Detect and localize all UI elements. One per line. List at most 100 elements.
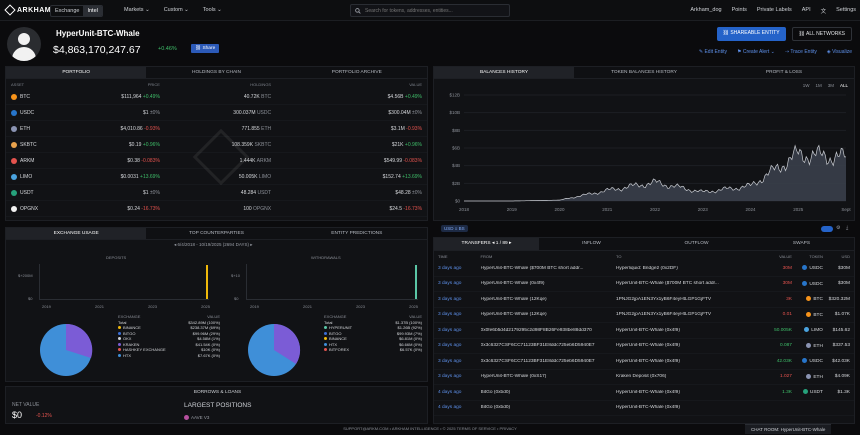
transfer-row[interactable]: 3 days ago HyperUnit-BTC-Whale (0x4f9) H…	[434, 277, 854, 292]
transfer-from[interactable]: BitGo (0xbd0)	[480, 405, 511, 411]
table-row[interactable]: USDT $1 ±0% 48.284 USDT $48.28 ±0%	[6, 185, 427, 201]
transfer-to[interactable]: 1PNJG2jpA1EN3Yx1yB6F4eyHtLGP1GjFTV	[615, 312, 712, 318]
table-row[interactable]: BTC $111,964 +0.49% 40.72K BTC $4.56B +0…	[6, 89, 427, 105]
tab-token-balances-history[interactable]: TOKEN BALANCES HISTORY	[611, 70, 677, 75]
search-box[interactable]	[350, 4, 510, 17]
menu-markets[interactable]: Markets ⌄	[124, 7, 150, 13]
table-row[interactable]: OPGNX $0.24 -16.73% 100 OPGNX $24.5 -16.…	[6, 201, 427, 217]
range-3m[interactable]: 3M	[827, 83, 834, 88]
transfer-to[interactable]: Kraken Deposit (0x706)	[615, 374, 667, 380]
toggle-switch[interactable]	[821, 226, 833, 232]
usd-badge[interactable]: USD ≡ BS	[441, 225, 468, 232]
transfer-to[interactable]: Hyperliquid: Bridge2 (0x2DF)	[615, 265, 678, 271]
table-row[interactable]: ARKM $0.38 -0.083% 1.444K ARKM $549.99 -…	[6, 153, 427, 169]
transfer-from[interactable]: HyperUnit-BTC-Whale ($700M BTC short add…	[480, 265, 584, 271]
points-link[interactable]: Points	[731, 7, 747, 13]
transfer-to[interactable]: 1PNJG2jpA1EN3Yx1yB6F4eyHtLGP1GjFTV	[615, 296, 712, 302]
trace-entity-link[interactable]: ⇢ Trace Entity	[784, 49, 817, 55]
tab-portfolio-archive[interactable]: PORTFOLIO ARCHIVE	[331, 70, 382, 75]
all-networks-button[interactable]: ⛓ ALL NETWORKS	[791, 27, 852, 41]
menu-tools[interactable]: Tools ⌄	[202, 7, 222, 13]
settings-link[interactable]: Settings	[836, 7, 856, 13]
tab-exchange-usage[interactable]: EXCHANGE USAGE	[6, 228, 147, 239]
share-button[interactable]: ⛓ Share	[191, 44, 220, 53]
transfer-time[interactable]: 3 days ago	[438, 374, 462, 380]
tab-profit-loss[interactable]: PROFIT & LOSS	[765, 70, 803, 75]
tab-exchange[interactable]: Exchange	[55, 8, 80, 14]
transfer-time[interactable]: 3 days ago	[438, 281, 462, 287]
transfer-time[interactable]: 3 days ago	[438, 265, 462, 271]
transfer-to[interactable]: HyperUnit-BTC-Whale (0x4f9)	[615, 389, 680, 395]
tab-transfers[interactable]: TRANSFERS ◂ 1 / 89 ▸	[434, 238, 539, 250]
transfer-row[interactable]: 3 days ago HyperUnit-BTC-Whale (0xS17) K…	[434, 370, 854, 385]
download-icon[interactable]: ⤓	[846, 225, 849, 231]
chat-room-bar[interactable]: CHAT ROOM: HyperUnit-BTC-Whale	[745, 424, 832, 434]
shareable-entity-button[interactable]: ⛓ SHAREABLE ENTITY	[716, 27, 786, 41]
visualize-link[interactable]: ◈ Visualize	[826, 49, 852, 55]
transfer-row[interactable]: 3 days ago HyperUnit-BTC-Whale ($700M BT…	[434, 261, 854, 277]
range-1w[interactable]: 1W	[802, 83, 810, 88]
transfer-from[interactable]: 0x3c6327CSF6CC71123BF31E8ddc725eb6D5940E…	[480, 358, 595, 364]
transfer-to[interactable]: HyperUnit-BTC-Whale (0x4f9)	[615, 343, 680, 349]
user-menu[interactable]: Arkham_dog	[690, 7, 722, 13]
menu-custom[interactable]: Custom ⌄	[163, 7, 189, 13]
range-1m[interactable]: 1M	[815, 83, 822, 88]
transfer-value: 42.03K	[776, 358, 792, 364]
transfer-token: USDC	[792, 280, 823, 287]
api-link[interactable]: API	[801, 7, 811, 13]
tab-portfolio[interactable]: PORTFOLIO	[6, 67, 147, 78]
deposits-label: DEPOSITS	[106, 255, 127, 260]
range-all[interactable]: ALL	[839, 83, 848, 88]
translate-icon[interactable]: 文	[820, 9, 827, 15]
transfer-value: 50.005K	[774, 327, 792, 333]
withdrawals-label: WITHDRAWALS	[311, 255, 341, 260]
transfer-from[interactable]: HyperUnit-BTC-Whale (12Kqe)	[480, 296, 547, 302]
transfer-row[interactable]: 3 days ago HyperUnit-BTC-Whale (12Kqe) 1…	[434, 292, 854, 308]
transfer-time[interactable]: 3 days ago	[438, 296, 462, 302]
tab-entity-predictions[interactable]: ENTITY PREDICTIONS	[331, 231, 383, 236]
transfer-row[interactable]: 3 days ago 0x0fe6b5d4d2179295c2d98F8B26F…	[434, 323, 854, 339]
transfer-from[interactable]: 0x3c6327CSF6CC71123BF31E8ddc725eb6D5940E…	[480, 343, 595, 349]
transfer-time[interactable]: 3 days ago	[438, 358, 462, 364]
transfer-row[interactable]: 4 days ago BitGo (0xbd0) HyperUnit-BTC-W…	[434, 401, 854, 416]
tab-top-counterparties[interactable]: TOP COUNTERPARTIES	[189, 231, 244, 236]
transfer-time[interactable]: 3 days ago	[438, 343, 462, 349]
table-row[interactable]: SKBTC $0.19 +0.96% 108.359K SKBTC $21K +…	[6, 137, 427, 153]
transfer-row[interactable]: 3 days ago 0x3c6327CSF6CC71123BF31E8ddc7…	[434, 354, 854, 370]
tab-balances-history[interactable]: BALANCES HISTORY	[434, 67, 574, 78]
tab-intel[interactable]: Intel	[83, 6, 102, 16]
table-row[interactable]: LIMO $0.0031 +13.69% 50.005K LIMO $152.7…	[6, 169, 427, 185]
tab-holdings-by-chain[interactable]: HOLDINGS BY CHAIN	[192, 70, 241, 75]
transfer-from[interactable]: HyperUnit-BTC-Whale (0x4f9)	[480, 281, 545, 287]
search-input[interactable]	[365, 7, 505, 14]
create-alert-link[interactable]: ⚑ Create Alert ⌄	[736, 49, 775, 55]
transfer-from[interactable]: HyperUnit-BTC-Whale (0xS17)	[480, 374, 547, 380]
tab-outflow[interactable]: OUTFLOW	[684, 241, 709, 246]
transfer-value: 30M	[782, 265, 792, 271]
edit-entity-link[interactable]: ✎ Edit Entity	[698, 49, 727, 55]
transfer-from[interactable]: BitGo (0xbd0)	[480, 389, 511, 395]
transfer-time[interactable]: 4 days ago	[438, 405, 462, 411]
filter-icon[interactable]: ⚙	[836, 225, 841, 231]
transfer-row[interactable]: 3 days ago HyperUnit-BTC-Whale (12Kqe) 1…	[434, 308, 854, 323]
portfolio-panel: PORTFOLIO HOLDINGS BY CHAIN PORTFOLIO AR…	[5, 66, 428, 221]
transfer-time[interactable]: 4 days ago	[438, 389, 462, 395]
arkham-logo[interactable]: ARKHAM	[4, 4, 51, 16]
transfer-row[interactable]: 3 days ago 0x3c6327CSF6CC71123BF31E8ddc7…	[434, 339, 854, 354]
table-row[interactable]: USDC $1 ±0% 300.037M USDC $300.04M ±0%	[6, 105, 427, 121]
transfer-from[interactable]: HyperUnit-BTC-Whale (12Kqe)	[480, 312, 547, 318]
transfer-to[interactable]: HyperUnit-BTC-Whale ($700M BTC short add…	[615, 281, 719, 287]
private-labels-link[interactable]: Private Labels	[756, 7, 792, 13]
tab-swaps[interactable]: SWAPS	[792, 241, 811, 246]
tab-inflow[interactable]: INFLOW	[582, 241, 601, 246]
transfer-to[interactable]: HyperUnit-BTC-Whale (0x4f9)	[615, 327, 680, 333]
transfer-time[interactable]: 3 days ago	[438, 312, 462, 318]
transfer-time[interactable]: 3 days ago	[438, 327, 462, 333]
position-item[interactable]: AAVE V3	[184, 415, 209, 421]
transfer-row[interactable]: 4 days ago BitGo (0xbd0) HyperUnit-BTC-W…	[434, 385, 854, 401]
table-row[interactable]: ETH $4,010.86 -0.93% 771.855 ETH $3.1M -…	[6, 121, 427, 137]
date-range[interactable]: ◂ 6/4/2018 - 10/19/2025 (2694 DAYS) ▸	[174, 242, 253, 247]
transfer-to[interactable]: HyperUnit-BTC-Whale (0x4f9)	[615, 358, 680, 364]
transfer-from[interactable]: 0x0fe6b5d4d2179295c2d98F8B26Fe938be88dd3…	[480, 327, 592, 333]
transfer-to[interactable]: HyperUnit-BTC-Whale (0x4f9)	[615, 405, 680, 411]
